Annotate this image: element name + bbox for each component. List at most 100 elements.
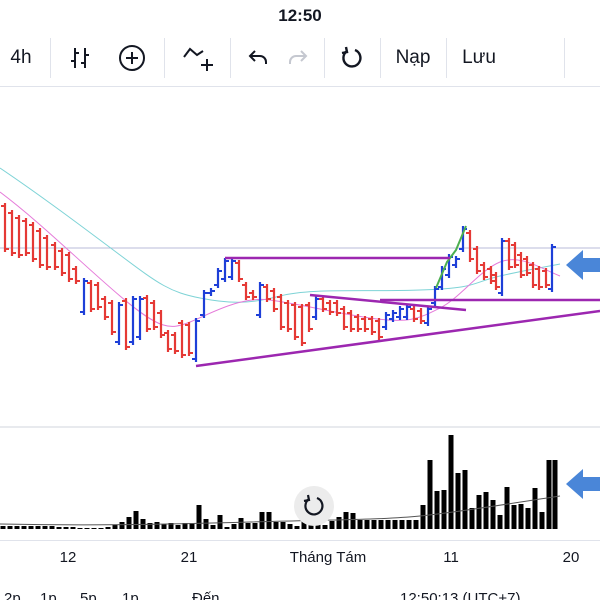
- volume-bar: [14, 526, 20, 529]
- volume-bar: [504, 487, 510, 529]
- volume-bar: [525, 508, 531, 529]
- volume-bar: [42, 526, 48, 529]
- load-layout-button[interactable]: Nạp: [395, 47, 431, 68]
- volume-bar: [224, 527, 230, 529]
- volume-bar: [112, 525, 118, 529]
- volume-bar: [70, 527, 76, 529]
- volume-bar: [49, 526, 55, 529]
- ema-fast-line: [0, 191, 561, 327]
- save-layout-button[interactable]: Lưu: [462, 47, 496, 68]
- volume-bar: [280, 522, 286, 529]
- volume-bar: [371, 520, 377, 529]
- volume-bar: [322, 525, 328, 529]
- volume-bar: [119, 522, 125, 529]
- volume-bar: [154, 522, 160, 529]
- bottom-toolbar: 2p 1p 5p 1p Đến 12:50:13 (UTC+7): [0, 586, 600, 600]
- range-button[interactable]: 1p: [122, 590, 139, 600]
- green-trendline: [435, 225, 467, 289]
- range-button[interactable]: 2p: [4, 590, 21, 600]
- status-bar: 12:50: [0, 0, 600, 30]
- reset-icon: [303, 494, 324, 516]
- volume-bar: [63, 527, 69, 529]
- add-indicator-icon[interactable]: [110, 36, 154, 80]
- volume-bar: [329, 521, 335, 529]
- volume-bar: [420, 505, 426, 529]
- time-axis: 12 21 Tháng Tám 11 20: [0, 540, 600, 571]
- volume-bar: [28, 526, 34, 529]
- volume-bar: [56, 527, 62, 529]
- volume-bar: [427, 460, 433, 529]
- volume-highlight-arrow: [566, 469, 600, 499]
- volume-bar: [441, 490, 447, 529]
- volume-bar: [35, 526, 41, 529]
- volume-bar: [252, 523, 258, 529]
- chart-type-bars-icon[interactable]: [58, 36, 102, 80]
- volume-bar: [147, 523, 153, 529]
- volume-bar: [518, 504, 524, 529]
- reset-chart-button[interactable]: [294, 486, 334, 526]
- volume-bar: [189, 523, 195, 529]
- volume-bar: [105, 527, 111, 529]
- volume-bar: [455, 473, 461, 529]
- utc-clock[interactable]: 12:50:13 (UTC+7): [400, 590, 521, 600]
- volume-bar: [413, 520, 419, 529]
- volume-bar: [399, 520, 405, 529]
- volume-bar: [210, 525, 216, 529]
- volume-bar: [98, 528, 104, 529]
- volume-bar: [77, 528, 83, 529]
- volume-bar: [448, 435, 454, 529]
- volume-bar: [539, 512, 545, 529]
- volume-bar: [238, 518, 244, 529]
- volume-bar: [546, 460, 552, 529]
- volume-bar: [126, 517, 132, 529]
- volume-bar: [469, 508, 475, 529]
- range-button[interactable]: 1p: [40, 590, 57, 600]
- volume-bar: [21, 526, 27, 529]
- range-button[interactable]: 5p: [80, 590, 97, 600]
- x-tick-label: Tháng Tám: [289, 549, 367, 566]
- volume-bar: [336, 517, 342, 529]
- volume-bar: [364, 520, 370, 529]
- x-tick-label: 12: [59, 549, 77, 566]
- reload-icon[interactable]: [334, 36, 370, 80]
- volume-bar: [266, 512, 272, 529]
- timeframe-button[interactable]: 4h: [10, 47, 32, 68]
- volume-bar: [476, 495, 482, 529]
- volume-bar: [294, 526, 300, 529]
- volume-bar: [350, 513, 356, 529]
- volume-bar: [357, 520, 363, 529]
- volume-bar: [259, 512, 265, 529]
- x-tick-label: 11: [443, 549, 459, 566]
- trendline-segment: [309, 293, 467, 312]
- volume-bar: [231, 524, 237, 529]
- volume-bar: [196, 505, 202, 529]
- volume-bar: [182, 523, 188, 529]
- goto-date-button[interactable]: Đến: [192, 590, 220, 600]
- undo-icon[interactable]: [240, 36, 276, 80]
- volume-bar: [84, 528, 90, 529]
- volume-bar: [378, 520, 384, 529]
- redo-icon[interactable]: [280, 36, 316, 80]
- volume-bar: [161, 524, 167, 529]
- volume-bar: [392, 520, 398, 529]
- price-highlight-arrow: [566, 250, 600, 280]
- volume-bar: [273, 522, 279, 529]
- volume-bar: [406, 520, 412, 529]
- volume-ma-line: [0, 495, 561, 526]
- indicators-icon[interactable]: [176, 36, 220, 80]
- volume-bar: [483, 492, 489, 529]
- volume-bar: [497, 515, 503, 529]
- price-chart[interactable]: [0, 87, 600, 547]
- volume-bar: [245, 523, 251, 529]
- volume-bar: [0, 526, 6, 529]
- volume-bar: [511, 505, 517, 529]
- ascending-trendline: [195, 309, 600, 368]
- volume-bar: [462, 470, 468, 529]
- volume-bar: [490, 500, 496, 529]
- volume-bar: [343, 512, 349, 529]
- volume-bar: [385, 520, 391, 529]
- volume-bar: [168, 523, 174, 529]
- volume-bar: [175, 525, 181, 529]
- volume-bar: [7, 526, 13, 529]
- volume-bar: [552, 460, 558, 529]
